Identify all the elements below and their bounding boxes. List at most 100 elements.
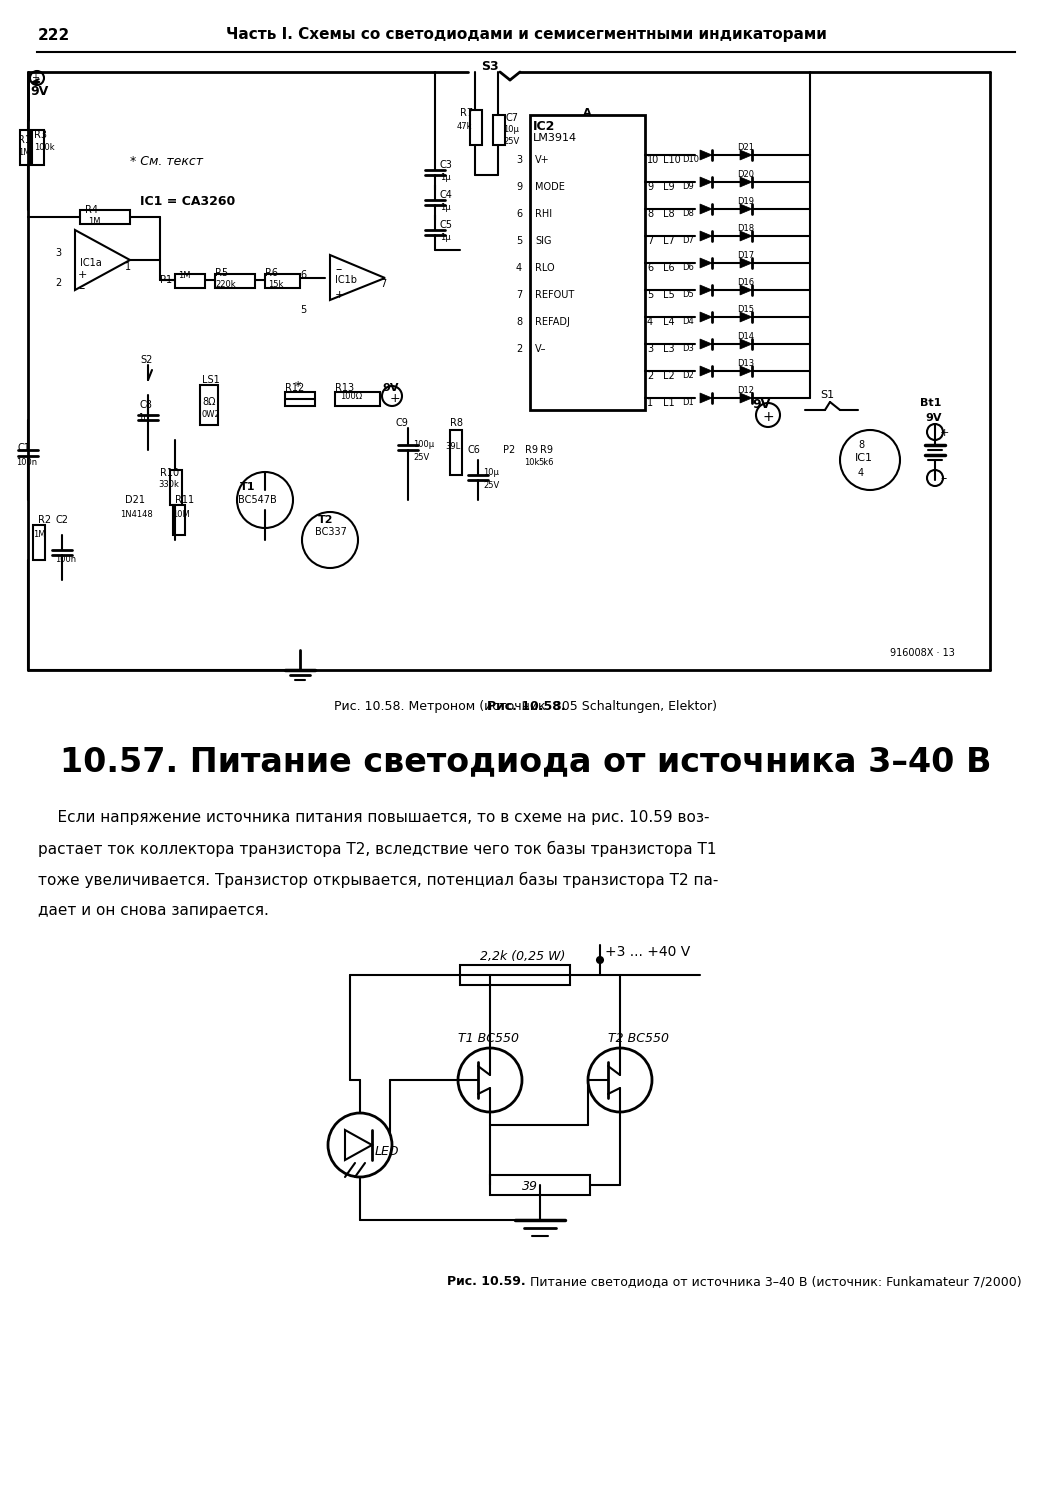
Text: 5: 5	[647, 290, 653, 300]
Bar	[335, 392, 380, 406]
Text: IC1 = CA3260: IC1 = CA3260	[140, 195, 236, 208]
Text: 39: 39	[522, 1180, 538, 1192]
Text: C9: C9	[394, 419, 408, 428]
Text: 7: 7	[515, 290, 522, 300]
Text: –: –	[78, 282, 84, 296]
Text: 10k: 10k	[524, 458, 540, 466]
Text: D16: D16	[737, 278, 754, 286]
Text: +3 ... +40 V: +3 ... +40 V	[605, 945, 690, 958]
Text: D4: D4	[682, 316, 693, 326]
Text: 6: 6	[300, 270, 306, 280]
Text: 100μ: 100μ	[413, 440, 434, 448]
Text: 10M: 10M	[171, 510, 189, 519]
Polygon shape	[740, 285, 752, 296]
Text: 916008X · 13: 916008X · 13	[890, 648, 955, 658]
Bar	[285, 392, 315, 406]
Text: 5: 5	[300, 304, 306, 315]
Text: Рис. 10.58.: Рис. 10.58.	[487, 700, 565, 712]
Text: R5: R5	[215, 268, 228, 278]
Text: 9: 9	[647, 182, 653, 192]
Text: V–: V–	[535, 344, 546, 354]
Text: IC2: IC2	[533, 120, 555, 134]
Text: L2: L2	[663, 370, 674, 381]
Text: 1M: 1M	[18, 148, 31, 158]
Text: R4: R4	[85, 206, 98, 214]
Text: D7: D7	[682, 236, 694, 244]
Text: 1: 1	[125, 262, 132, 272]
Text: RLO: RLO	[535, 262, 554, 273]
Text: 4: 4	[647, 316, 653, 327]
Text: D21: D21	[737, 142, 754, 152]
Text: C7: C7	[505, 112, 518, 123]
Text: *: *	[295, 380, 301, 393]
Text: P2: P2	[503, 446, 515, 454]
Polygon shape	[700, 177, 712, 188]
Text: 7: 7	[380, 279, 386, 290]
Bar	[33, 525, 45, 560]
Text: 1n: 1n	[138, 413, 148, 422]
Text: LED: LED	[375, 1144, 400, 1158]
Text: Питание светодиода от источника 3–40 В (источник: Funkamateur 7/2000): Питание светодиода от источника 3–40 В (…	[526, 1275, 1021, 1288]
Text: 1μ: 1μ	[440, 172, 450, 182]
Text: 220k: 220k	[215, 280, 236, 290]
Text: 1N4148: 1N4148	[120, 510, 153, 519]
Bar	[20, 130, 31, 165]
Text: A: A	[583, 108, 591, 118]
Text: C8: C8	[140, 400, 153, 410]
Polygon shape	[700, 258, 712, 268]
Text: 9V: 9V	[925, 413, 942, 423]
Polygon shape	[740, 231, 752, 242]
Text: 1M: 1M	[88, 217, 101, 226]
Text: C1: C1	[18, 442, 31, 453]
Bar	[200, 386, 218, 424]
Text: V+: V+	[535, 154, 549, 165]
Polygon shape	[740, 150, 752, 160]
Text: R8: R8	[450, 419, 463, 428]
Text: L3: L3	[663, 344, 674, 354]
Text: D2: D2	[682, 370, 693, 380]
Polygon shape	[740, 177, 752, 188]
Text: Если напряжение источника питания повышается, то в схеме на рис. 10.59 воз-: Если напряжение источника питания повыша…	[38, 810, 709, 825]
Text: 9V: 9V	[31, 86, 48, 98]
Bar	[173, 506, 185, 536]
Text: 2: 2	[515, 344, 522, 354]
Text: R12: R12	[285, 382, 304, 393]
Text: REFOUT: REFOUT	[535, 290, 574, 300]
Text: C4: C4	[440, 190, 452, 200]
Text: LS1: LS1	[202, 375, 220, 386]
Text: Часть I. Схемы со светодиодами и семисегментными индикаторами: Часть I. Схемы со светодиодами и семисег…	[225, 27, 827, 42]
Text: +: +	[31, 74, 39, 82]
Text: 3: 3	[647, 344, 653, 354]
Polygon shape	[700, 285, 712, 296]
Bar	[450, 430, 462, 476]
Text: C6: C6	[468, 446, 481, 454]
Text: 15k: 15k	[268, 280, 283, 290]
Text: 2: 2	[55, 278, 61, 288]
Text: IC1: IC1	[855, 453, 873, 464]
Text: D10: D10	[682, 154, 699, 164]
Polygon shape	[740, 258, 752, 268]
Text: дает и он снова запирается.: дает и он снова запирается.	[38, 903, 269, 918]
Polygon shape	[740, 393, 752, 404]
Bar	[265, 274, 300, 288]
Text: C2: C2	[55, 514, 68, 525]
Text: 8Ω: 8Ω	[202, 398, 216, 406]
Text: 4: 4	[515, 262, 522, 273]
Text: 330k: 330k	[158, 480, 179, 489]
Bar	[215, 274, 255, 288]
Text: 8: 8	[647, 209, 653, 219]
Text: 2: 2	[647, 370, 653, 381]
Text: Bt1: Bt1	[920, 398, 942, 408]
Polygon shape	[700, 366, 712, 376]
Text: T1 BC550: T1 BC550	[458, 1032, 519, 1046]
Polygon shape	[700, 312, 712, 322]
Text: C3: C3	[440, 160, 452, 170]
Text: D15: D15	[737, 304, 754, 313]
Text: 47k: 47k	[457, 122, 472, 130]
Text: 3: 3	[515, 154, 522, 165]
Text: L9: L9	[663, 182, 674, 192]
Text: 39L: 39L	[445, 442, 461, 452]
Polygon shape	[740, 366, 752, 376]
Text: 6: 6	[515, 209, 522, 219]
Bar	[460, 964, 570, 986]
